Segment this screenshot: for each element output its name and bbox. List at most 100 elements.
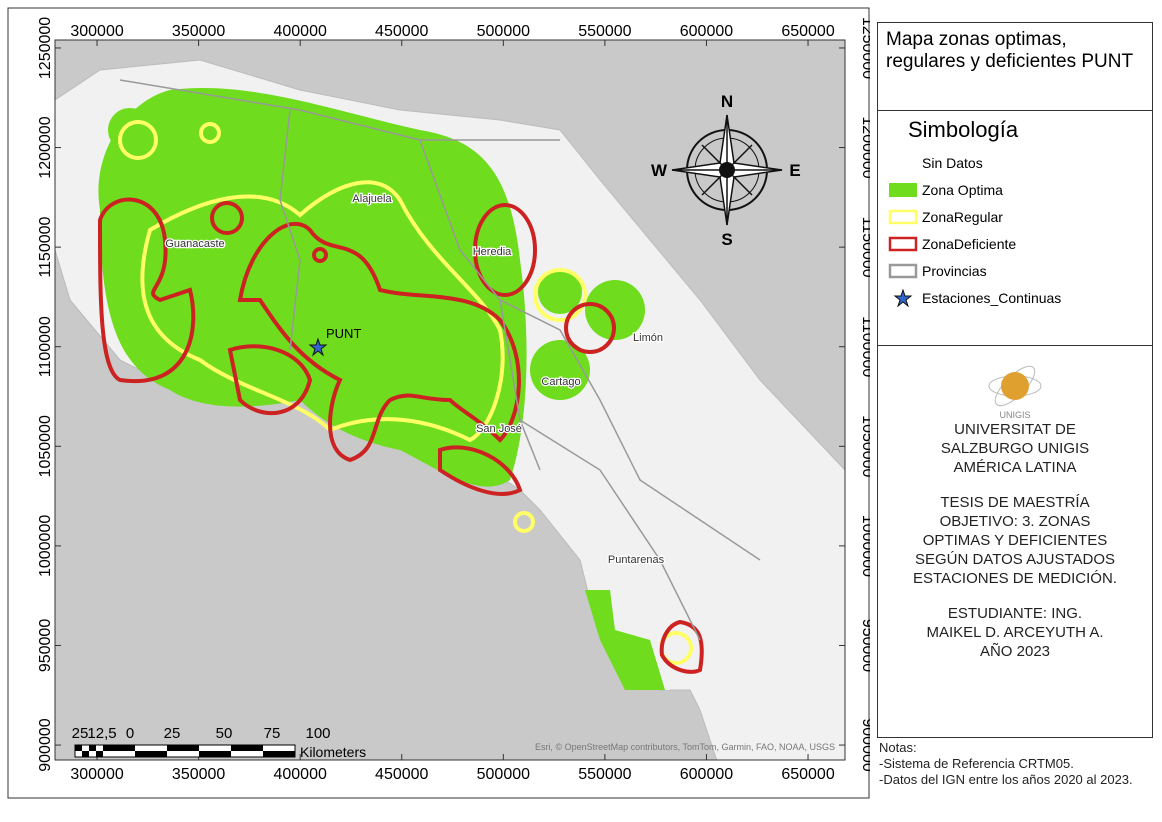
y-tick-label-left: 1150000	[37, 216, 54, 277]
legend-label: Provincias	[922, 262, 987, 279]
legend-label: ZonaDeficiente	[922, 235, 1017, 252]
scale-bar: Kilometers 25 12,5 0 25 50 75 100	[72, 725, 366, 760]
x-tick-label-top: 400000	[273, 23, 326, 40]
compass-center	[719, 162, 735, 178]
y-tick-label-right: 1100000	[859, 316, 870, 377]
province-line	[519, 419, 701, 641]
y-tick-label-left: 1200000	[37, 116, 54, 178]
scale-label: 75	[264, 725, 281, 742]
deficiente-outline	[227, 344, 313, 415]
legend: Simbología Sin Datos Zona Optima ZonaRegul…	[877, 110, 1153, 346]
scale-unit: Kilometers	[300, 744, 366, 760]
x-tick-label-bottom: 650000	[781, 766, 834, 783]
thesis: TESIS DE MAESTRÍA OBJETIVO: 3. ZONAS OPT…	[913, 494, 1117, 587]
notes-line: -Sistema de Referencia CRTM05.	[879, 756, 1074, 771]
y-tick-label-left: 950000	[37, 619, 54, 672]
logo-text: UNIGIS	[999, 410, 1030, 420]
swatch-outline	[888, 236, 918, 251]
y-tick-label-left: 900000	[37, 718, 54, 771]
optima-area	[538, 270, 582, 314]
y-tick-label-right: 1000000	[859, 515, 870, 577]
y-tick-label-left: 1050000	[37, 415, 54, 477]
x-tick-label-bottom: 500000	[477, 766, 530, 783]
map-body	[55, 40, 845, 760]
province-line	[499, 299, 761, 561]
y-tick-label-right: 1150000	[859, 217, 870, 278]
deficiente-outline	[210, 201, 244, 235]
optima-area	[108, 108, 152, 152]
compass-n: N	[721, 92, 733, 111]
scale-seg	[231, 745, 263, 751]
notes-line: -Datos del IGN entre los años 2020 al 20…	[879, 772, 1133, 787]
y-tick-label-right: 1050000	[859, 415, 870, 477]
legend-swatch	[889, 182, 917, 197]
deficiente-outline	[473, 203, 537, 297]
legend-swatch	[888, 154, 922, 172]
regular-outline	[533, 268, 587, 322]
legend-item: Provincias	[888, 257, 1142, 284]
scale-seg	[263, 751, 295, 757]
legend-label: Sin Datos	[922, 154, 983, 171]
deficiente-outline	[97, 197, 196, 384]
logo-globe	[1001, 372, 1029, 400]
x-tick-label-bottom: 600000	[680, 766, 733, 783]
zona-deficiente	[97, 197, 704, 674]
legend-title: Mapa zonas optimas, regulares y deficien…	[877, 22, 1153, 111]
station-star	[308, 337, 328, 357]
x-tick-label-top: 650000	[781, 23, 834, 40]
x-tick-label-bottom: 300000	[70, 766, 123, 783]
legend-item: Zona Optima	[888, 176, 1142, 203]
legend-item: Sin Datos	[888, 149, 1142, 176]
x-tick-label-bottom: 450000	[375, 766, 428, 783]
scale-seg	[135, 751, 167, 757]
legend-item: Estaciones_Continuas	[888, 284, 1142, 311]
zona-optima	[98, 88, 665, 690]
legend-swatch	[888, 209, 918, 224]
legend-item: ZonaRegular	[888, 203, 1142, 230]
scale-label: 0	[126, 725, 134, 742]
y-tick-label-right: 1250000	[859, 17, 870, 79]
swatch-star	[893, 288, 913, 307]
x-tick-label-top: 500000	[477, 23, 530, 40]
station-label: PUNT	[326, 326, 361, 341]
credits: UNIGIS UNIVERSITAT DE SALZBURGO UNIGIS A…	[877, 345, 1153, 738]
y-tick-label-right: 900000	[859, 718, 870, 771]
x-tick-label-bottom: 350000	[172, 766, 225, 783]
scale-label: 50	[216, 725, 233, 742]
scale-seg	[89, 745, 96, 751]
deficiente-outline	[237, 222, 521, 463]
student: ESTUDIANTE: ING. MAIKEL D. ARCEYUTH A. A…	[926, 605, 1104, 660]
scale-seg	[103, 745, 135, 751]
legend-heading: Simbología	[908, 117, 1019, 142]
map: 300000 300000 350000 350000 400000 400000 4500…	[7, 7, 870, 799]
x-tick-label-top: 350000	[172, 23, 225, 40]
x-tick-label-top: 450000	[375, 23, 428, 40]
province-line	[279, 109, 301, 351]
legend-swatch	[893, 288, 913, 307]
y-tick-label-right: 1200000	[859, 116, 870, 178]
x-tick-label-top: 600000	[680, 23, 733, 40]
optima-area	[98, 88, 527, 487]
scale-label: 25	[164, 725, 181, 742]
x-tick-label-top: 550000	[578, 23, 631, 40]
notes: Notas: -Sistema de Referencia CRTM05. -D…	[879, 740, 1151, 788]
scale-label: 12,5	[87, 725, 116, 742]
place-label: Puntarenas	[608, 554, 665, 566]
station: PUNT	[308, 326, 361, 357]
scale-seg	[199, 751, 231, 757]
institution: UNIVERSITAT DE SALZBURGO UNIGIS AMÉRICA …	[940, 421, 1090, 476]
scale-seg	[167, 745, 199, 751]
y-tick-label-left: 1100000	[37, 316, 54, 377]
swatch-outline	[888, 263, 918, 278]
deficiente-outline	[564, 302, 616, 354]
legend-swatch	[888, 263, 918, 278]
legend-swatch	[888, 236, 918, 251]
legend-label: ZonaRegular	[922, 208, 1003, 225]
y-tick-label-left: 1000000	[37, 515, 54, 577]
place-label: Cartago	[541, 376, 580, 388]
deficiente-outline	[438, 445, 523, 496]
y-tick-label-right: 950000	[859, 619, 870, 672]
logo: UNIGIS	[988, 365, 1042, 420]
compass-w: W	[651, 161, 668, 180]
